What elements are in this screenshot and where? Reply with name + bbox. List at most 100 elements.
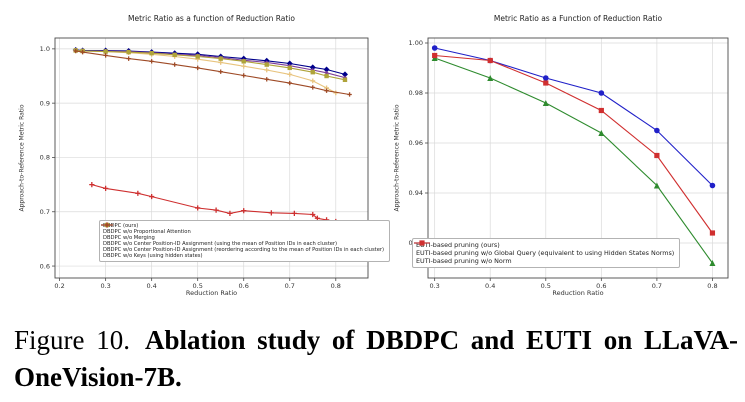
legend-label: DBDPC w/o Keys (using hidden states) (103, 253, 203, 259)
data-point-marker (213, 207, 219, 213)
x-tick-label: 0.2 (54, 282, 64, 290)
data-point-marker (149, 51, 154, 56)
series-line-3 (75, 49, 346, 81)
legend-marker-icon (101, 222, 113, 228)
series-line-2 (434, 54, 713, 234)
data-point-marker (241, 208, 247, 214)
data-point-marker (218, 69, 223, 74)
right-chart: Metric Ratio as a Function of Reduction … (390, 8, 740, 300)
data-point-marker (342, 77, 348, 83)
data-point-marker (654, 127, 660, 134)
x-tick-label: 0.8 (707, 282, 717, 290)
data-point-marker (324, 70, 329, 75)
y-tick-label: 0.8 (40, 154, 50, 162)
data-point-marker (709, 230, 716, 236)
series-line-1 (434, 57, 713, 264)
legend-item: EUTI-based pruning w/o Global Query (equ… (414, 240, 674, 257)
x-tick-label: 0.6 (239, 282, 249, 290)
legend-marker-icon (414, 240, 430, 246)
plot-border (54, 37, 369, 279)
data-point-marker (264, 67, 270, 73)
data-point-marker (310, 78, 316, 84)
data-point-marker (227, 210, 233, 216)
caption-text: Ablation study of DBDPC and EUTI on LLaV… (14, 325, 738, 393)
data-point-marker (542, 100, 549, 106)
chart-canvas: 0.30.40.50.60.70.81.000.980.960.940.92 (409, 37, 729, 290)
left-x-axis-label: Reduction Ratio (185, 289, 238, 297)
data-point-marker (542, 75, 549, 81)
series-line-5 (75, 50, 350, 96)
legend-label: EUTI-based pruning w/o Norm (416, 257, 512, 265)
data-point-marker (598, 130, 605, 136)
figure-caption: Figure 10. Ablation study of DBDPC and EU… (14, 322, 738, 397)
data-point-marker (323, 66, 330, 73)
plot-border (427, 37, 729, 279)
data-point-marker (310, 70, 315, 75)
data-point-marker (103, 185, 109, 192)
x-tick-label: 0.5 (541, 282, 551, 290)
data-point-marker (309, 64, 316, 71)
data-point-marker (149, 59, 154, 64)
y-tick-label: 0.96 (409, 139, 423, 147)
legend: DBDPC (ours) DBDPC w/o Proportional Atten… (99, 220, 391, 262)
data-point-marker (126, 49, 131, 55)
x-tick-label: 0.7 (285, 282, 295, 290)
data-point-marker (347, 92, 352, 97)
legend: EUTI-based pruning (ours) EUTI-based prun… (412, 238, 681, 268)
data-point-marker (103, 49, 108, 54)
data-point-marker (709, 182, 716, 189)
data-point-marker (195, 205, 201, 211)
left-chart-title: Metric Ratio as a function of Reduction … (128, 14, 295, 23)
data-point-marker (218, 56, 223, 61)
data-point-marker (709, 260, 716, 266)
x-tick-label: 0.3 (100, 282, 110, 290)
data-point-marker (172, 52, 177, 58)
legend-label: EUTI-based pruning (ours) (416, 241, 500, 249)
data-point-marker (73, 48, 78, 54)
x-tick-label: 0.7 (652, 282, 662, 290)
data-point-marker (310, 85, 315, 90)
y-tick-label: 0.94 (409, 189, 423, 197)
data-point-marker (80, 49, 85, 55)
data-point-marker (268, 210, 274, 216)
legend-label: DBDPC (ours) (103, 223, 139, 229)
data-point-marker (264, 77, 269, 82)
x-tick-label: 0.4 (485, 282, 495, 290)
data-point-marker (195, 54, 200, 59)
left-chart: Metric Ratio as a function of Reduction … (15, 8, 391, 300)
caption-number: Figure 10. (14, 325, 130, 355)
data-point-marker (287, 80, 292, 86)
series-line-4 (91, 184, 336, 223)
y-tick-label: 0.98 (409, 89, 423, 97)
y-tick-label: 0.7 (40, 208, 50, 216)
x-tick-label: 0.4 (146, 282, 156, 290)
x-tick-label: 0.3 (429, 282, 439, 290)
legend-item: EUTI-based pruning (ours) (414, 240, 674, 249)
data-point-marker (241, 73, 246, 78)
data-point-marker (103, 53, 108, 58)
data-point-marker (172, 62, 177, 67)
series-line-1 (75, 49, 346, 79)
data-point-marker (264, 62, 269, 67)
y-tick-label: 0.6 (40, 262, 50, 270)
y-tick-label: 0.9 (40, 99, 50, 107)
data-point-marker (218, 60, 224, 65)
data-point-marker (241, 63, 247, 69)
data-point-marker (241, 59, 246, 64)
right-chart-title: Metric Ratio as a Function of Reduction … (493, 14, 663, 23)
data-point-marker (126, 56, 131, 61)
data-point-marker (195, 65, 200, 71)
data-point-marker (149, 193, 155, 200)
x-tick-label: 0.5 (193, 282, 203, 290)
x-tick-label: 0.6 (596, 282, 606, 290)
legend-label: DBDPC w/o Proportional Attention (103, 229, 191, 235)
data-point-marker (598, 90, 605, 96)
legend-label: DBDPC w/o Center Position-ID Assignment … (103, 247, 385, 253)
data-point-marker (431, 45, 438, 51)
data-point-marker (89, 182, 95, 188)
data-point-marker (324, 73, 329, 79)
legend-label: DBDPC w/o Merging (103, 235, 155, 241)
data-point-marker (287, 65, 292, 71)
data-point-marker (487, 57, 493, 64)
data-point-marker (291, 210, 297, 216)
